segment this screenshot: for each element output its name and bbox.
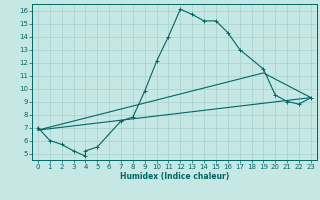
X-axis label: Humidex (Indice chaleur): Humidex (Indice chaleur) xyxy=(120,172,229,181)
